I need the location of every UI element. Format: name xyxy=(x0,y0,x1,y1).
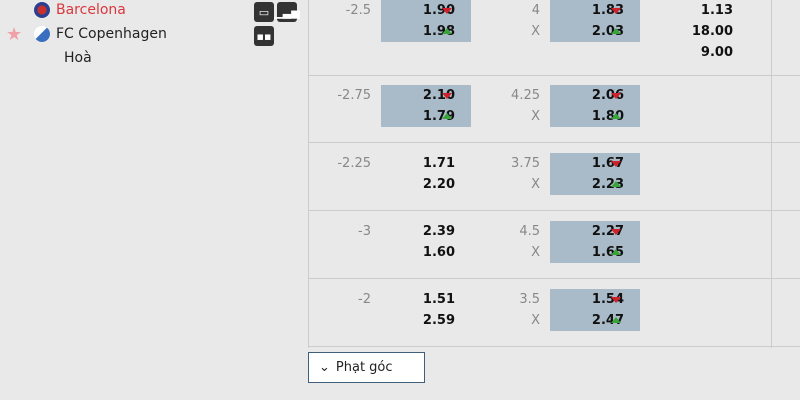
arrow-down-icon xyxy=(611,93,621,99)
handicap-odds[interactable]: 1.71 2.20 xyxy=(381,153,471,195)
arrow-up-icon xyxy=(611,113,621,119)
odds-value[interactable]: 2.47 xyxy=(591,313,624,328)
handicap-line: -2.75 xyxy=(337,88,371,103)
odds-value[interactable]: 1.54 xyxy=(591,292,624,307)
odds-row: -2 1.51 2.59 3.5 X 1.54 2.47 xyxy=(309,279,800,347)
odds-value[interactable]: 1.60 xyxy=(422,245,455,260)
away-team[interactable]: FC Copenhagen xyxy=(34,26,167,42)
odds-value[interactable]: 1.67 xyxy=(591,156,624,171)
over-under-odds[interactable]: 2.27 1.65 xyxy=(550,221,640,263)
chevron-down-icon: ⌄ xyxy=(319,360,330,375)
arrow-up-icon xyxy=(442,113,452,119)
handicap-odds[interactable]: 1.90 1.98 xyxy=(381,0,471,42)
odds-value[interactable]: 2.03 xyxy=(591,24,624,39)
odds-value[interactable]: 2.20 xyxy=(422,177,455,192)
draw-label: Hoà xyxy=(64,50,92,66)
arrow-down-icon xyxy=(442,8,452,14)
handicap-line: -2.25 xyxy=(337,156,371,171)
over-under-odds[interactable]: 1.54 2.47 xyxy=(550,289,640,331)
arrow-down-icon xyxy=(611,229,621,235)
odds-value[interactable]: 2.23 xyxy=(591,177,624,192)
odds-value[interactable]: 1.79 xyxy=(422,109,455,124)
copenhagen-logo-icon xyxy=(34,26,50,42)
handicap-odds[interactable]: 1.51 2.59 xyxy=(381,289,471,331)
odds-row: -3 2.39 1.60 4.5 X 2.27 1.65 xyxy=(309,211,800,279)
odds-value[interactable]: 1.51 xyxy=(422,292,455,307)
handicap-line: -3 xyxy=(358,224,371,239)
odds-value[interactable]: 1.90 xyxy=(422,3,455,18)
arrow-up-icon xyxy=(611,317,621,323)
odds-value[interactable]: 1.65 xyxy=(591,245,624,260)
odds-value[interactable]: 2.27 xyxy=(591,224,624,239)
handicap-odds[interactable]: 2.39 1.60 xyxy=(381,221,471,263)
ou-line: 4.5 X xyxy=(519,224,540,260)
odds-value[interactable]: 1.80 xyxy=(591,109,624,124)
odds-value[interactable]: 1.98 xyxy=(422,24,455,39)
arrow-up-icon xyxy=(442,28,452,34)
stats-icon[interactable]: ▁▃▅ xyxy=(274,2,300,22)
odds-value[interactable]: 1.83 xyxy=(591,3,624,18)
arrow-down-icon xyxy=(611,161,621,167)
over-under-odds[interactable]: 1.83 2.03 xyxy=(550,0,640,42)
ou-line: 4.25 X xyxy=(511,88,540,124)
ou-line: 3.75 X xyxy=(511,156,540,192)
lineup-icon[interactable]: ▪▪ xyxy=(254,26,274,46)
divider xyxy=(771,0,772,348)
arrow-down-icon xyxy=(442,93,452,99)
arrow-up-icon xyxy=(611,181,621,187)
arrow-down-icon xyxy=(611,297,621,303)
home-team[interactable]: Barcelona xyxy=(34,2,126,18)
star-icon[interactable]: ★ xyxy=(6,24,23,45)
handicap-line: -2 xyxy=(358,292,371,307)
over-under-odds[interactable]: 1.67 2.23 xyxy=(550,153,640,195)
odds-value[interactable]: 1.71 xyxy=(422,156,455,171)
arrow-up-icon xyxy=(611,28,621,34)
odds-value[interactable]: 2.06 xyxy=(591,88,624,103)
odds-row: -2.25 1.71 2.20 3.75 X 1.67 2.23 xyxy=(309,143,800,211)
over-under-odds[interactable]: 2.06 1.80 xyxy=(550,85,640,127)
odds-value[interactable]: 2.39 xyxy=(422,224,455,239)
monitor-icon[interactable]: ▭ xyxy=(254,2,274,22)
odds-value[interactable]: 2.10 xyxy=(422,88,455,103)
handicap-line: -2.5 xyxy=(345,3,371,18)
ou-line: 3.5 X xyxy=(519,292,540,328)
corner-toggle-button[interactable]: ⌄ Phạt góc xyxy=(308,352,425,383)
arrow-up-icon xyxy=(611,249,621,255)
odds-row: -2.75 2.10 1.79 4.25 X 2.06 1.80 xyxy=(309,75,800,143)
arrow-down-icon xyxy=(611,8,621,14)
barcelona-logo-icon xyxy=(34,2,50,18)
handicap-odds[interactable]: 2.10 1.79 xyxy=(381,85,471,127)
odds-value[interactable]: 2.59 xyxy=(422,313,455,328)
1x2-odds[interactable]: 1.13 18.00 9.00 xyxy=(691,3,733,60)
